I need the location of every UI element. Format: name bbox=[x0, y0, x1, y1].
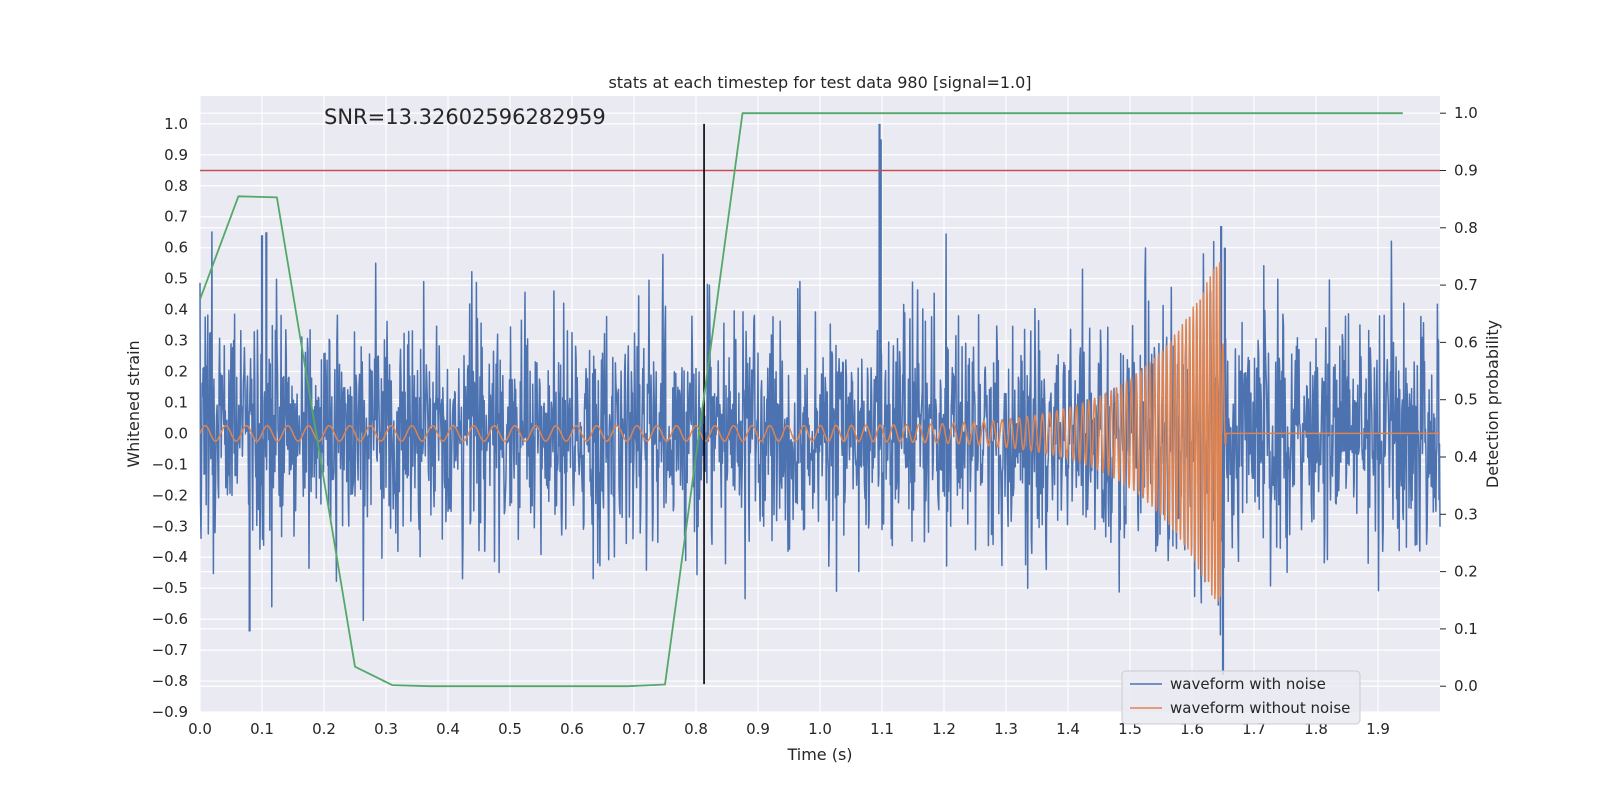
x-tick-label: 0.5 bbox=[498, 720, 522, 738]
y-right-tick-label: 0.5 bbox=[1454, 391, 1478, 409]
x-tick-label: 0.8 bbox=[684, 720, 708, 738]
y-right-tick-label: 0.9 bbox=[1454, 161, 1478, 179]
chart-title: stats at each timestep for test data 980… bbox=[608, 73, 1031, 92]
y-left-tick-label: −0.6 bbox=[152, 610, 188, 628]
y-right-tick-label: 0.2 bbox=[1454, 563, 1478, 581]
y-right-tick-label: 0.0 bbox=[1454, 677, 1478, 695]
y-right-tick-label: 0.6 bbox=[1454, 333, 1478, 351]
legend-box bbox=[1121, 670, 1361, 725]
y-left-tick-label: 0.2 bbox=[164, 362, 188, 380]
x-tick-label: 0.6 bbox=[560, 720, 584, 738]
y-left-tick-label: 0.0 bbox=[164, 424, 188, 442]
y-left-axis-label: Whitened strain bbox=[124, 340, 143, 467]
x-axis-label: Time (s) bbox=[786, 745, 852, 764]
y-left-tick-label: 0.3 bbox=[164, 332, 188, 350]
y-left-tick-label: −0.4 bbox=[152, 548, 188, 566]
y-left-tick-label: −0.8 bbox=[152, 672, 188, 690]
y-left-tick-label: −0.5 bbox=[152, 579, 188, 597]
y-left-tick-label: 0.9 bbox=[164, 146, 188, 164]
y-right-tick-label: 0.1 bbox=[1454, 620, 1478, 638]
y-right-tick-label: 0.4 bbox=[1454, 448, 1478, 466]
y-left-tick-label: −0.1 bbox=[152, 455, 188, 473]
y-right-tick-label: 0.7 bbox=[1454, 276, 1478, 294]
legend-label-waveform-without-noise: waveform without noise bbox=[1170, 699, 1350, 717]
series-detection-probability bbox=[199, 112, 1403, 688]
y-left-tick-label: 0.6 bbox=[164, 239, 188, 257]
y-right-axis-label: Detection probability bbox=[1483, 320, 1502, 488]
y-left-tick-label: 0.8 bbox=[164, 177, 188, 195]
x-tick-label: 0.0 bbox=[188, 720, 212, 738]
x-tick-label: 1.2 bbox=[932, 720, 956, 738]
snr-annotation: SNR=13.32602596282959 bbox=[324, 105, 606, 129]
y-left-tick-label: 0.7 bbox=[164, 208, 188, 226]
x-tick-label: 1.9 bbox=[1366, 720, 1390, 738]
x-tick-label: 0.7 bbox=[622, 720, 646, 738]
series-waveform-with-noise bbox=[199, 231, 1441, 636]
y-left-tick-label: 0.5 bbox=[164, 270, 188, 288]
x-tick-label: 1.1 bbox=[870, 720, 894, 738]
y-right-tick-label: 1.0 bbox=[1454, 104, 1478, 122]
y-left-axis-ticks: −0.9 −0.8 −0.7 −0.6 −0.5 −0.4 −0.3 −0.2 −0.1 0.0 0… bbox=[152, 115, 188, 721]
legend-label-waveform-with-noise: waveform with noise bbox=[1170, 675, 1326, 693]
series-layer bbox=[199, 112, 1441, 688]
y-left-tick-label: −0.9 bbox=[152, 703, 188, 721]
y-right-tick-label: 0.3 bbox=[1454, 505, 1478, 523]
x-tick-label: 1.0 bbox=[808, 720, 832, 738]
x-tick-label: 0.2 bbox=[312, 720, 336, 738]
x-tick-label: 0.4 bbox=[436, 720, 460, 738]
x-axis-ticks: 0.0 0.1 0.2 0.3 0.4 0.5 0.6 0.7 0.8 0.9 1.0 1.1 1.2 1… bbox=[188, 720, 1390, 738]
y-right-tick-label: 0.8 bbox=[1454, 219, 1478, 237]
y-left-tick-label: −0.2 bbox=[152, 486, 188, 504]
y-right-axis-ticks: 0.0 0.1 0.2 0.3 0.4 0.5 0.6 0.7 0.8 0.9 1.0 bbox=[1440, 104, 1478, 695]
legend: waveform with noise waveform without noi… bbox=[1121, 670, 1361, 725]
y-left-tick-label: 0.1 bbox=[164, 393, 188, 411]
x-tick-label: 0.9 bbox=[746, 720, 770, 738]
y-left-tick-label: −0.3 bbox=[152, 517, 188, 535]
y-left-tick-label: 1.0 bbox=[164, 115, 188, 133]
x-tick-label: 1.3 bbox=[994, 720, 1018, 738]
y-left-tick-label: 0.4 bbox=[164, 301, 188, 319]
x-tick-label: 0.3 bbox=[374, 720, 398, 738]
x-tick-label: 0.1 bbox=[250, 720, 274, 738]
x-tick-label: 1.4 bbox=[1056, 720, 1080, 738]
y-left-tick-label: −0.7 bbox=[152, 641, 188, 659]
series-waveform-without-noise bbox=[199, 261, 1441, 602]
